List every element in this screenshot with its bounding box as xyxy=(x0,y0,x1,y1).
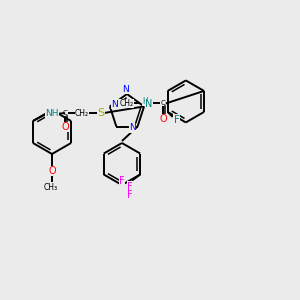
Text: F: F xyxy=(119,176,125,187)
Text: O: O xyxy=(61,122,69,132)
Text: NH: NH xyxy=(45,109,59,118)
Text: N: N xyxy=(129,123,136,132)
Text: CH₂: CH₂ xyxy=(120,99,134,108)
Text: O: O xyxy=(48,166,56,176)
Text: C: C xyxy=(63,110,67,116)
Text: O: O xyxy=(159,114,166,124)
Text: N: N xyxy=(112,100,118,109)
Text: C: C xyxy=(160,100,165,106)
Text: N: N xyxy=(145,99,152,110)
Text: F: F xyxy=(127,182,133,191)
Text: N: N xyxy=(123,85,129,94)
Text: CH₂: CH₂ xyxy=(75,109,89,118)
Text: S: S xyxy=(98,108,104,118)
Text: CH₃: CH₃ xyxy=(44,182,58,191)
Text: F: F xyxy=(174,115,180,125)
Text: H: H xyxy=(142,97,148,106)
Text: F: F xyxy=(127,190,133,200)
